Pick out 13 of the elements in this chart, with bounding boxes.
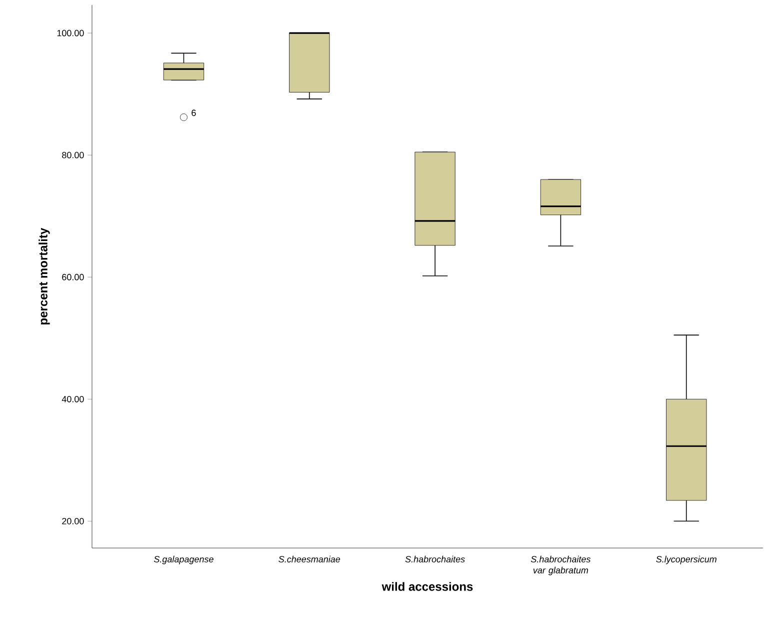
x-tick-label: S.cheesmaniae (278, 556, 340, 562)
y-axis-title: percent mortality (38, 228, 50, 324)
y-tick-label: 100.00 (57, 30, 84, 36)
y-tick-label: 80.00 (62, 152, 84, 158)
y-tick-label: 60.00 (62, 274, 84, 280)
x-axis-title: wild accessions (382, 582, 473, 591)
x-tick-label: S.habrochaites var glabratum (530, 556, 591, 576)
x-tick-label: S.lycopersicum (656, 556, 716, 564)
x-tick-label: S.habrochaites (405, 556, 465, 562)
y-tick-label: 40.00 (62, 396, 84, 402)
annotation: 6 (192, 110, 196, 116)
y-tick-label: 20.00 (62, 518, 84, 524)
x-tick-label: S.galapagense (154, 556, 214, 564)
